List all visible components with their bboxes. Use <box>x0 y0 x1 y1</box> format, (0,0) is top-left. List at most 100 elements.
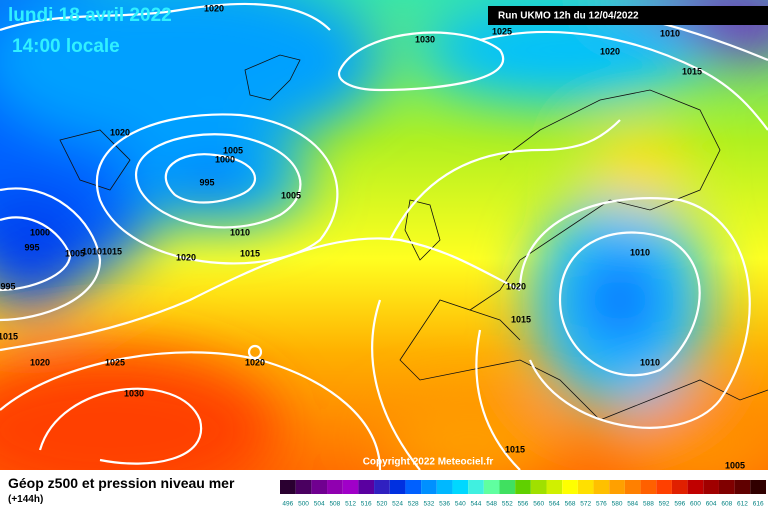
isobar-label: 1010 <box>640 357 660 367</box>
colorbar-label: 520 <box>376 501 387 508</box>
colorbar: 496 500 504 508 512 516 520 524 528 532 536 540 544 5… <box>280 480 766 508</box>
valid-time: 14:00 locale <box>12 36 120 57</box>
colorbar-label: 568 <box>565 501 576 508</box>
isobar-label: 1015 <box>0 331 18 341</box>
colorbar-label: 556 <box>518 501 529 508</box>
isobar-label: 1030 <box>415 34 435 44</box>
isobar-label: 1010 <box>630 247 650 257</box>
colorbar-label: 536 <box>439 501 450 508</box>
colorbar-label: 560 <box>533 501 544 508</box>
isobar-label: 995 <box>0 281 15 291</box>
colorbar-swatch <box>734 480 751 494</box>
isobar-label: 1010 <box>230 227 250 237</box>
isobar-label: 1020 <box>110 127 130 137</box>
colorbar-label: 528 <box>408 501 419 508</box>
colorbar-label: 596 <box>674 501 685 508</box>
colorbar-swatch <box>577 480 594 494</box>
colorbar-label: 588 <box>643 501 654 508</box>
colorbar-label: 516 <box>361 501 372 508</box>
colorbar-swatch <box>624 480 641 494</box>
colorbar-label: 584 <box>627 501 638 508</box>
isobars <box>0 2 768 470</box>
run-band <box>488 6 768 25</box>
colorbar-swatch <box>374 480 390 494</box>
isobar-label: 1025 <box>105 357 125 367</box>
colorbar-label: 512 <box>345 501 356 508</box>
isobar-label: 1010 <box>82 246 102 256</box>
isobar-label: 1025 <box>492 26 512 36</box>
isobar-label: 1015 <box>682 66 702 76</box>
colorbar-swatch <box>342 480 359 494</box>
colorbar-swatch <box>671 480 688 494</box>
isobar-label: 1020 <box>176 252 196 262</box>
colorbar-swatch <box>703 480 719 494</box>
colorbar-label: 580 <box>612 501 623 508</box>
colorbar-label: 548 <box>486 501 497 508</box>
lead-time: (+144h) <box>8 494 43 505</box>
copyright: Copyright 2022 Meteociel.fr <box>363 457 494 468</box>
isobar-label: 995 <box>199 177 214 187</box>
colorbar-label: 600 <box>690 501 701 508</box>
colorbar-label: 552 <box>502 501 513 508</box>
isobar-label: 1015 <box>240 248 260 258</box>
colorbar-label: 524 <box>392 501 403 508</box>
colorbar-swatch <box>530 480 547 494</box>
colorbar-label: 612 <box>737 501 748 508</box>
colorbar-swatch <box>436 480 453 494</box>
valid-date: lundi 18 avril 2022 <box>8 5 172 26</box>
colorbar-label: 572 <box>580 501 591 508</box>
colorbar-label: 544 <box>471 501 482 508</box>
colorbar-label: 500 <box>298 501 309 508</box>
colorbar-swatch <box>656 480 672 494</box>
colorbar-swatch <box>515 480 531 494</box>
isobar-label: 1020 <box>600 46 620 56</box>
colorbar-swatch <box>640 480 657 494</box>
isobar-label: 1020 <box>30 357 50 367</box>
colorbar-swatch <box>546 480 563 494</box>
isobar-label: 1005 <box>281 190 301 200</box>
colorbar-swatch <box>687 480 704 494</box>
isobar-label: 1005 <box>65 248 85 258</box>
colorbar-swatch <box>405 480 422 494</box>
colorbar-label: 540 <box>455 501 466 508</box>
colorbar-label: 592 <box>659 501 670 508</box>
isobar-label: 1020 <box>204 3 224 13</box>
colorbar-swatch <box>295 480 312 494</box>
colorbar-label: 496 <box>282 501 293 508</box>
isobar-label: 995 <box>24 242 39 252</box>
colorbar-swatch <box>452 480 469 494</box>
footer-title: Géop z500 et pression niveau mer <box>8 475 235 491</box>
colorbar-swatch <box>311 480 328 494</box>
colorbar-swatch <box>421 480 437 494</box>
isobar-label: 1015 <box>102 246 122 256</box>
colorbar-label: 604 <box>706 501 717 508</box>
colorbar-swatch <box>468 480 484 494</box>
colorbar-label: 576 <box>596 501 607 508</box>
run-info: Run UKMO 12h du 12/04/2022 <box>498 11 639 22</box>
colorbar-swatch <box>718 480 735 494</box>
isobar-labels: 1020103010251020101010151020100510009951… <box>0 3 745 470</box>
colorbar-label: 616 <box>753 501 764 508</box>
colorbar-swatch <box>389 480 406 494</box>
colorbar-swatch <box>609 480 625 494</box>
colorbar-label: 508 <box>329 501 340 508</box>
colorbar-label: 504 <box>314 501 325 508</box>
isobar-label: 1020 <box>245 357 265 367</box>
colorbar-swatch <box>327 480 343 494</box>
colorbar-swatch <box>499 480 516 494</box>
colorbar-label: 564 <box>549 501 560 508</box>
isobar-label: 1005 <box>223 145 243 155</box>
isobar-label: 1005 <box>725 460 745 470</box>
colorbar-label: 608 <box>721 501 732 508</box>
isobar-label: 1015 <box>505 444 525 454</box>
colorbar-swatch <box>358 480 375 494</box>
isobar-label: 1000 <box>30 227 50 237</box>
colorbar-swatch <box>280 480 296 494</box>
isobar-label: 1015 <box>511 314 531 324</box>
colorbar-swatch <box>562 480 578 494</box>
isobar-label: 1020 <box>506 281 526 291</box>
isobar-label: 1000 <box>215 154 235 164</box>
colorbar-swatch <box>750 480 766 494</box>
isobar-label: 1030 <box>124 388 144 398</box>
